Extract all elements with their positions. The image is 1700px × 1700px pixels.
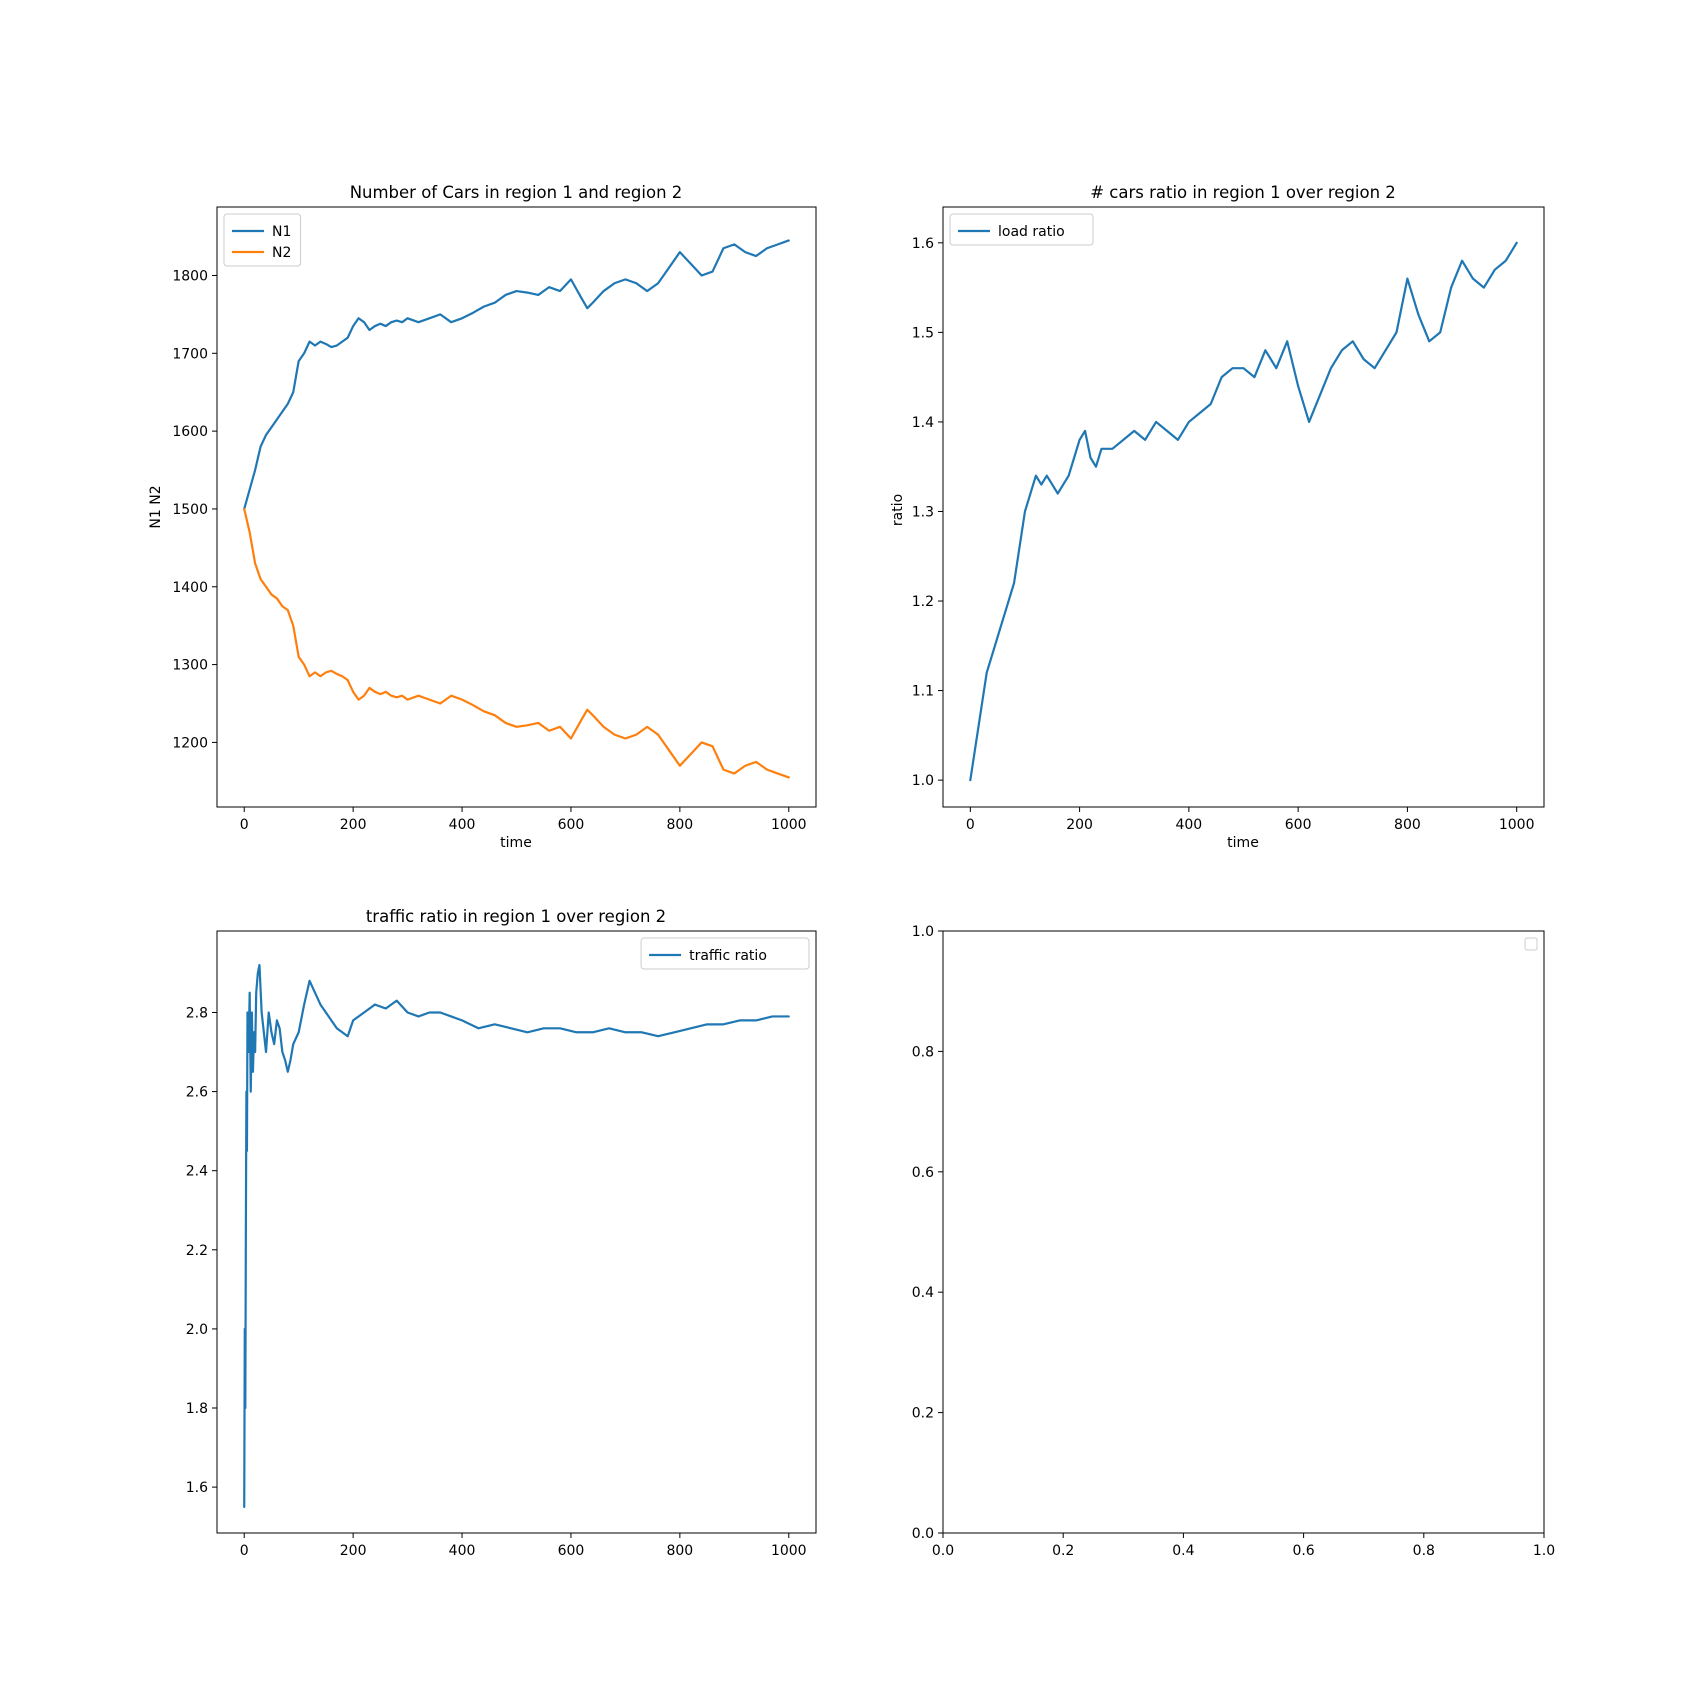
y-tick-label: 1800: [172, 268, 208, 284]
plot-area: [243, 963, 790, 1508]
y-tick-label: 1.2: [912, 594, 934, 610]
y-tick-label: 1.8: [186, 1401, 208, 1417]
x-tick-label: 0.8: [1413, 1543, 1435, 1559]
axes-frame: [216, 206, 817, 808]
x-tick-label: 0.0: [932, 1543, 954, 1559]
x-tick-label: 400: [1175, 817, 1202, 833]
x-tick-label: 800: [1394, 817, 1421, 833]
chart-number-of-cars: Number of Cars in region 1 and region 2 …: [148, 183, 817, 851]
y-tick-label: 1700: [172, 346, 208, 362]
y-axis-label: N1 N2: [148, 485, 164, 528]
y-tick-label: 1400: [172, 580, 208, 596]
y-tick-label: 1.6: [912, 236, 934, 252]
y-tick-label: 2.0: [186, 1322, 208, 1338]
x-tick-label: 200: [1066, 817, 1093, 833]
y-tick-label: 2.4: [186, 1164, 208, 1180]
y-tick-label: 0.0: [912, 1526, 934, 1542]
x-tick-label: 1000: [771, 1543, 807, 1559]
x-tick-label: 800: [666, 817, 693, 833]
y-tick-label: 0.6: [912, 1165, 934, 1181]
series-line-n1: [243, 239, 790, 511]
legend: traffic ratio: [640, 937, 810, 970]
y-axis-label: ratio: [890, 494, 906, 526]
chart-title: # cars ratio in region 1 over region 2: [1090, 183, 1396, 202]
y-tick-label: 2.2: [186, 1243, 208, 1259]
x-tick-label: 400: [449, 817, 476, 833]
y-tick-label: 1.0: [912, 924, 934, 940]
legend-label: N2: [272, 245, 291, 261]
axis-ticks: 0 200 400 600 800 1000 1200 1300 1400 1500 1600 170…: [172, 268, 806, 833]
x-tick-label: 1.0: [1533, 1543, 1555, 1559]
legend: [1524, 937, 1538, 951]
y-tick-label: 1.5: [912, 325, 934, 341]
legend-box-empty: [1524, 937, 1538, 951]
legend-box: [640, 937, 810, 970]
x-tick-label: 600: [558, 1543, 585, 1559]
plot-area: [243, 239, 790, 779]
y-tick-label: 1.1: [912, 684, 934, 700]
y-tick-label: 1300: [172, 658, 208, 674]
chart-title: traffic ratio in region 1 over region 2: [366, 907, 666, 926]
y-tick-label: 0.2: [912, 1406, 934, 1422]
x-axis-label: time: [1227, 835, 1259, 851]
plot-area: [969, 241, 1518, 782]
y-tick-label: 0.8: [912, 1044, 934, 1060]
y-tick-label: 1.4: [912, 415, 934, 431]
axis-ticks: 0.0 0.2 0.4 0.6 0.8 1.0 0.0 0.2 0.4 0.6 0.8 1.0: [912, 924, 1555, 1559]
legend-box: [949, 213, 1094, 246]
x-tick-label: 0.2: [1052, 1543, 1074, 1559]
chart-title: Number of Cars in region 1 and region 2: [350, 183, 683, 202]
x-tick-label: 200: [340, 817, 367, 833]
chart-load-ratio: # cars ratio in region 1 over region 2 t…: [890, 183, 1545, 851]
x-tick-label: 800: [666, 1543, 693, 1559]
x-tick-label: 0: [240, 1543, 249, 1559]
axis-ticks: 0 200 400 600 800 1000 1.6 1.8 2.0 2.2 2.4 2.6 2.8: [186, 1005, 807, 1559]
chart-traffic-ratio: traffic ratio in region 1 over region 2 …: [186, 907, 817, 1559]
y-tick-label: 1.0: [912, 773, 934, 789]
x-tick-label: 1000: [771, 817, 807, 833]
x-tick-label: 200: [340, 1543, 367, 1559]
legend-label: N1: [272, 224, 291, 240]
x-tick-label: 600: [558, 817, 585, 833]
y-tick-label: 1200: [172, 735, 208, 751]
x-tick-label: 1000: [1499, 817, 1535, 833]
axes-frame: [942, 206, 1545, 808]
x-tick-label: 600: [1285, 817, 1312, 833]
y-tick-label: 1500: [172, 502, 208, 518]
y-tick-label: 1.3: [912, 504, 934, 520]
y-tick-label: 1600: [172, 424, 208, 440]
axes-frame: [216, 930, 817, 1534]
y-tick-label: 0.4: [912, 1285, 934, 1301]
y-tick-label: 2.6: [186, 1085, 208, 1101]
series-line-n2: [243, 507, 790, 779]
x-axis-label: time: [500, 835, 532, 851]
series-line-load-ratio: [969, 241, 1518, 782]
axis-ticks: 0 200 400 600 800 1000 1.0 1.1 1.2 1.3 1.4 1.5 1.6: [912, 236, 1535, 833]
x-tick-label: 400: [449, 1543, 476, 1559]
x-tick-label: 0: [966, 817, 975, 833]
x-tick-label: 0.6: [1292, 1543, 1314, 1559]
series-line-traffic-ratio: [243, 963, 790, 1508]
legend: load ratio: [949, 213, 1094, 246]
x-tick-label: 0: [240, 817, 249, 833]
y-tick-label: 2.8: [186, 1005, 208, 1021]
axes-frame: [942, 930, 1545, 1534]
chart-empty: 0.0 0.2 0.4 0.6 0.8 1.0 0.0 0.2 0.4 0.6 0.8 1.0: [912, 924, 1555, 1559]
x-tick-label: 0.4: [1172, 1543, 1194, 1559]
legend-label: traffic ratio: [689, 948, 767, 964]
legend-label: load ratio: [998, 224, 1065, 240]
y-tick-label: 1.6: [186, 1480, 208, 1496]
